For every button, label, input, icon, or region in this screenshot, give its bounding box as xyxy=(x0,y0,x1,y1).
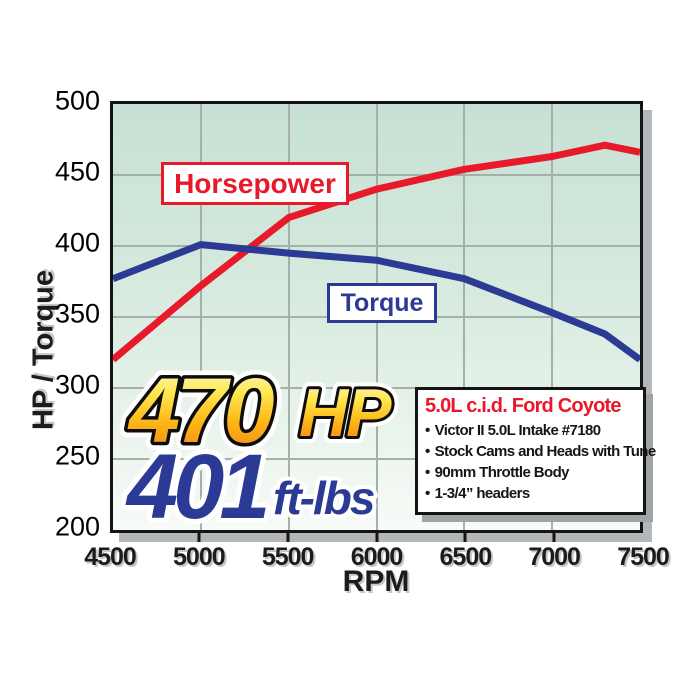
bullet-icon: • xyxy=(425,464,430,481)
x-tick-mark xyxy=(552,533,556,542)
x-tick-label: 7500 xyxy=(617,543,670,571)
horsepower-curve xyxy=(113,141,640,363)
x-tick-label: 5500 xyxy=(261,543,315,571)
gridline xyxy=(113,457,640,460)
plot-area: Horsepower Torque xyxy=(110,101,643,533)
engine-spec-item: • Victor II 5.0L Intake #7180 xyxy=(425,420,636,441)
gridline xyxy=(113,244,640,247)
x-tick-mark xyxy=(463,533,467,542)
gridline xyxy=(113,387,640,389)
x-tick-label: 4500 xyxy=(84,543,137,571)
y-axis-tick-labels: 500 450 400 350 300 250 200 xyxy=(0,86,100,542)
peak-tq-unit-halo: ft-lbs xyxy=(273,472,375,524)
horsepower-curve-label-text: Horsepower xyxy=(174,167,336,199)
y-tick-label: 400 xyxy=(54,227,100,258)
y-tick-label: 500 xyxy=(54,85,100,116)
engine-spec-item-text: 1-3/4” headers xyxy=(434,485,531,502)
x-tick-mark xyxy=(197,533,201,542)
engine-spec-box: 5.0L c.i.d. Ford Coyote • Victor II 5.0L… xyxy=(415,387,656,515)
torque-curve-label: Torque xyxy=(327,283,437,323)
engine-spec-item: • 90mm Throttle Body xyxy=(425,462,636,483)
engine-spec-item-text: 90mm Throttle Body xyxy=(434,464,570,481)
peak-values-callout: 470 HP 401 ft-lbs 470 HP 401 ft-lbs xyxy=(119,352,401,543)
horsepower-curve-label: Horsepower xyxy=(161,162,349,205)
torque-curve xyxy=(113,241,640,363)
peak-hp-value: 470 xyxy=(127,360,274,462)
peak-hp-unit: HP xyxy=(299,375,392,451)
engine-spec-item-text: Stock Cams and Heads with Tune xyxy=(434,443,657,460)
y-tick-label: 300 xyxy=(54,369,100,400)
bullet-icon: • xyxy=(425,485,430,502)
x-tick-mark xyxy=(375,533,378,542)
engine-spec-item-text: Victor II 5.0L Intake #7180 xyxy=(434,422,601,439)
peak-tq-unit: ft-lbs xyxy=(273,472,375,524)
bullet-icon: • xyxy=(425,443,430,460)
engine-spec-item: • Stock Cams and Heads with Tune xyxy=(425,441,656,462)
x-axis-title: RPM xyxy=(342,565,410,598)
x-axis-tick-labels: 4500 5000 5500 6000 6500 7000 7500 xyxy=(84,543,670,573)
y-tick-label: 200 xyxy=(54,511,100,542)
x-tick-label: 5000 xyxy=(173,543,226,571)
peak-hp-value-halo: 470 xyxy=(127,360,274,462)
peak-tq-value-halo: 401 xyxy=(125,436,266,538)
engine-spec-title: 5.0L c.i.d. Ford Coyote xyxy=(425,395,622,417)
peak-tq-value: 401 xyxy=(125,436,266,538)
x-tick-label: 7000 xyxy=(528,543,581,571)
gridline xyxy=(113,174,640,176)
x-tick-label: 6000 xyxy=(350,543,404,571)
x-tick-mark xyxy=(286,533,290,542)
bullet-icon: • xyxy=(425,422,430,439)
x-tick-label: 6500 xyxy=(439,543,493,571)
engine-spec-item: • 1-3/4” headers xyxy=(425,483,636,504)
torque-curve-label-text: Torque xyxy=(340,288,424,317)
y-tick-label: 250 xyxy=(54,440,100,471)
peak-hp-unit-halo: HP xyxy=(299,375,392,451)
dyno-curves xyxy=(113,141,640,363)
y-tick-label: 450 xyxy=(54,156,100,187)
y-tick-label: 350 xyxy=(54,298,100,329)
